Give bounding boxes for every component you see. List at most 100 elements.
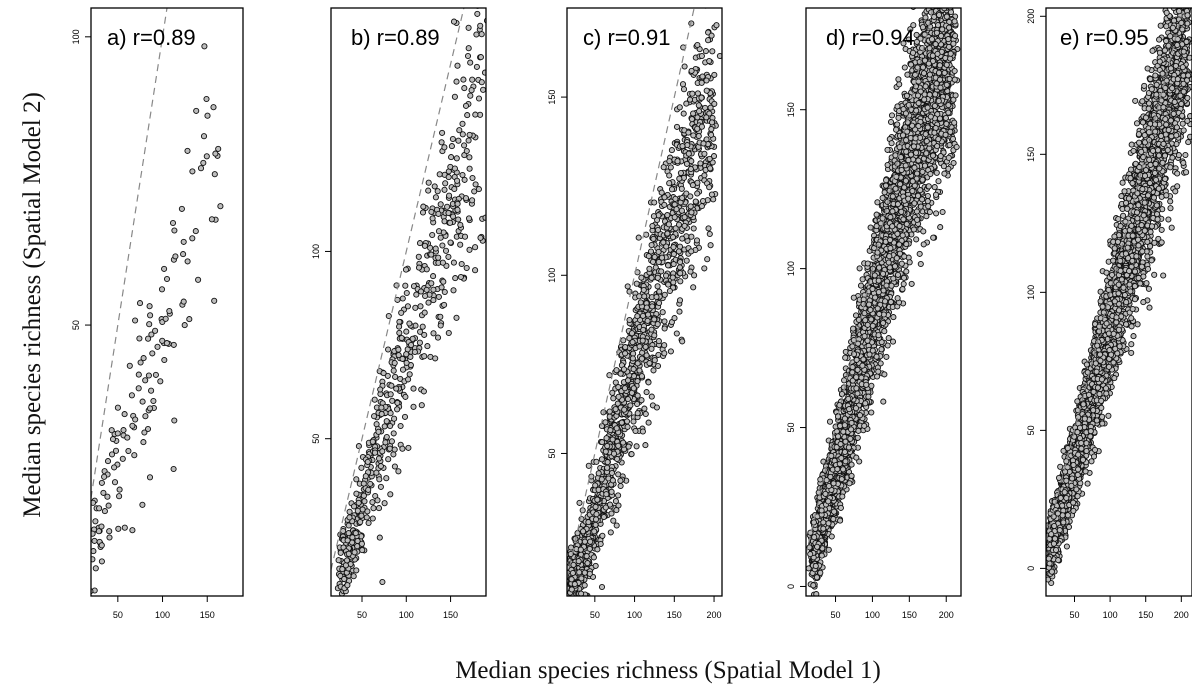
data-point bbox=[638, 355, 645, 362]
data-point bbox=[698, 203, 705, 210]
data-point bbox=[672, 195, 679, 202]
data-point bbox=[457, 221, 464, 228]
data-point bbox=[634, 400, 641, 408]
data-point bbox=[377, 386, 384, 393]
data-point bbox=[212, 150, 219, 157]
data-point bbox=[640, 326, 647, 333]
data-point bbox=[685, 129, 692, 136]
data-point bbox=[669, 274, 676, 281]
data-point bbox=[648, 326, 655, 333]
data-point bbox=[438, 139, 445, 146]
data-point bbox=[466, 246, 473, 253]
data-point bbox=[430, 297, 437, 304]
data-point bbox=[391, 446, 398, 453]
data-point bbox=[146, 474, 154, 481]
data-point bbox=[403, 289, 410, 297]
data-point bbox=[477, 0, 482, 4]
data-point bbox=[645, 379, 652, 386]
data-point bbox=[112, 447, 120, 454]
data-point bbox=[128, 392, 135, 399]
data-point bbox=[857, 282, 865, 289]
data-point bbox=[210, 104, 217, 111]
data-point bbox=[934, 0, 939, 3]
data-point bbox=[615, 384, 622, 391]
data-point bbox=[457, 241, 464, 248]
data-point bbox=[373, 469, 380, 476]
data-point bbox=[91, 599, 96, 604]
data-point bbox=[890, 314, 897, 321]
data-point bbox=[432, 194, 439, 201]
data-points bbox=[334, 0, 486, 596]
data-point bbox=[568, 576, 575, 583]
data-point bbox=[378, 410, 385, 418]
data-point bbox=[615, 442, 622, 449]
data-point bbox=[630, 366, 637, 373]
data-point bbox=[942, 0, 947, 5]
data-point bbox=[604, 464, 611, 471]
data-point bbox=[405, 376, 412, 383]
data-point bbox=[664, 230, 671, 237]
data-point bbox=[698, 52, 705, 60]
data-point bbox=[946, 141, 953, 149]
data-point bbox=[473, 31, 480, 38]
data-point bbox=[940, 0, 945, 3]
data-point bbox=[381, 500, 388, 507]
data-point bbox=[428, 208, 435, 215]
data-point bbox=[700, 140, 707, 147]
data-point bbox=[464, 112, 471, 119]
data-point bbox=[597, 540, 604, 548]
data-point bbox=[673, 330, 680, 337]
data-point bbox=[641, 405, 648, 412]
data-point bbox=[396, 323, 403, 330]
data-point bbox=[624, 396, 632, 403]
data-point bbox=[603, 491, 610, 498]
data-point bbox=[642, 410, 649, 418]
data-point bbox=[701, 265, 708, 272]
data-point bbox=[375, 505, 383, 512]
data-point bbox=[159, 337, 166, 344]
data-point bbox=[418, 402, 425, 409]
data-point bbox=[624, 423, 631, 430]
data-point bbox=[608, 510, 615, 517]
data-point bbox=[342, 562, 349, 569]
data-point bbox=[679, 194, 686, 202]
data-point bbox=[345, 530, 352, 537]
data-point bbox=[410, 385, 417, 392]
data-point bbox=[464, 52, 472, 60]
data-point bbox=[595, 470, 602, 477]
data-point bbox=[931, 1, 936, 6]
data-point bbox=[434, 188, 441, 195]
data-point bbox=[463, 147, 470, 155]
data-point bbox=[577, 546, 584, 553]
data-point bbox=[140, 439, 147, 446]
data-point bbox=[941, 1, 946, 6]
data-point bbox=[390, 430, 397, 437]
data-point bbox=[941, 0, 946, 1]
data-point bbox=[708, 131, 715, 138]
data-point bbox=[578, 575, 585, 582]
data-point bbox=[448, 154, 455, 161]
data-point bbox=[630, 418, 637, 425]
data-point bbox=[608, 488, 615, 495]
data-point bbox=[445, 329, 452, 337]
data-point bbox=[181, 322, 188, 329]
data-point bbox=[639, 337, 646, 344]
data-point bbox=[933, 0, 938, 2]
data-point bbox=[376, 534, 383, 541]
panel-title: b) r=0.89 bbox=[351, 25, 440, 50]
data-point bbox=[636, 293, 643, 300]
data-point bbox=[364, 458, 371, 465]
data-point bbox=[590, 554, 597, 561]
data-point bbox=[622, 350, 629, 357]
data-point bbox=[344, 582, 351, 589]
data-point bbox=[457, 273, 464, 281]
data-point bbox=[653, 293, 660, 301]
data-point bbox=[346, 514, 353, 521]
data-point bbox=[694, 114, 701, 121]
data-point bbox=[170, 465, 177, 473]
data-point bbox=[416, 240, 424, 247]
data-point bbox=[413, 291, 420, 298]
data-point bbox=[131, 452, 138, 459]
data-points bbox=[806, 0, 961, 596]
